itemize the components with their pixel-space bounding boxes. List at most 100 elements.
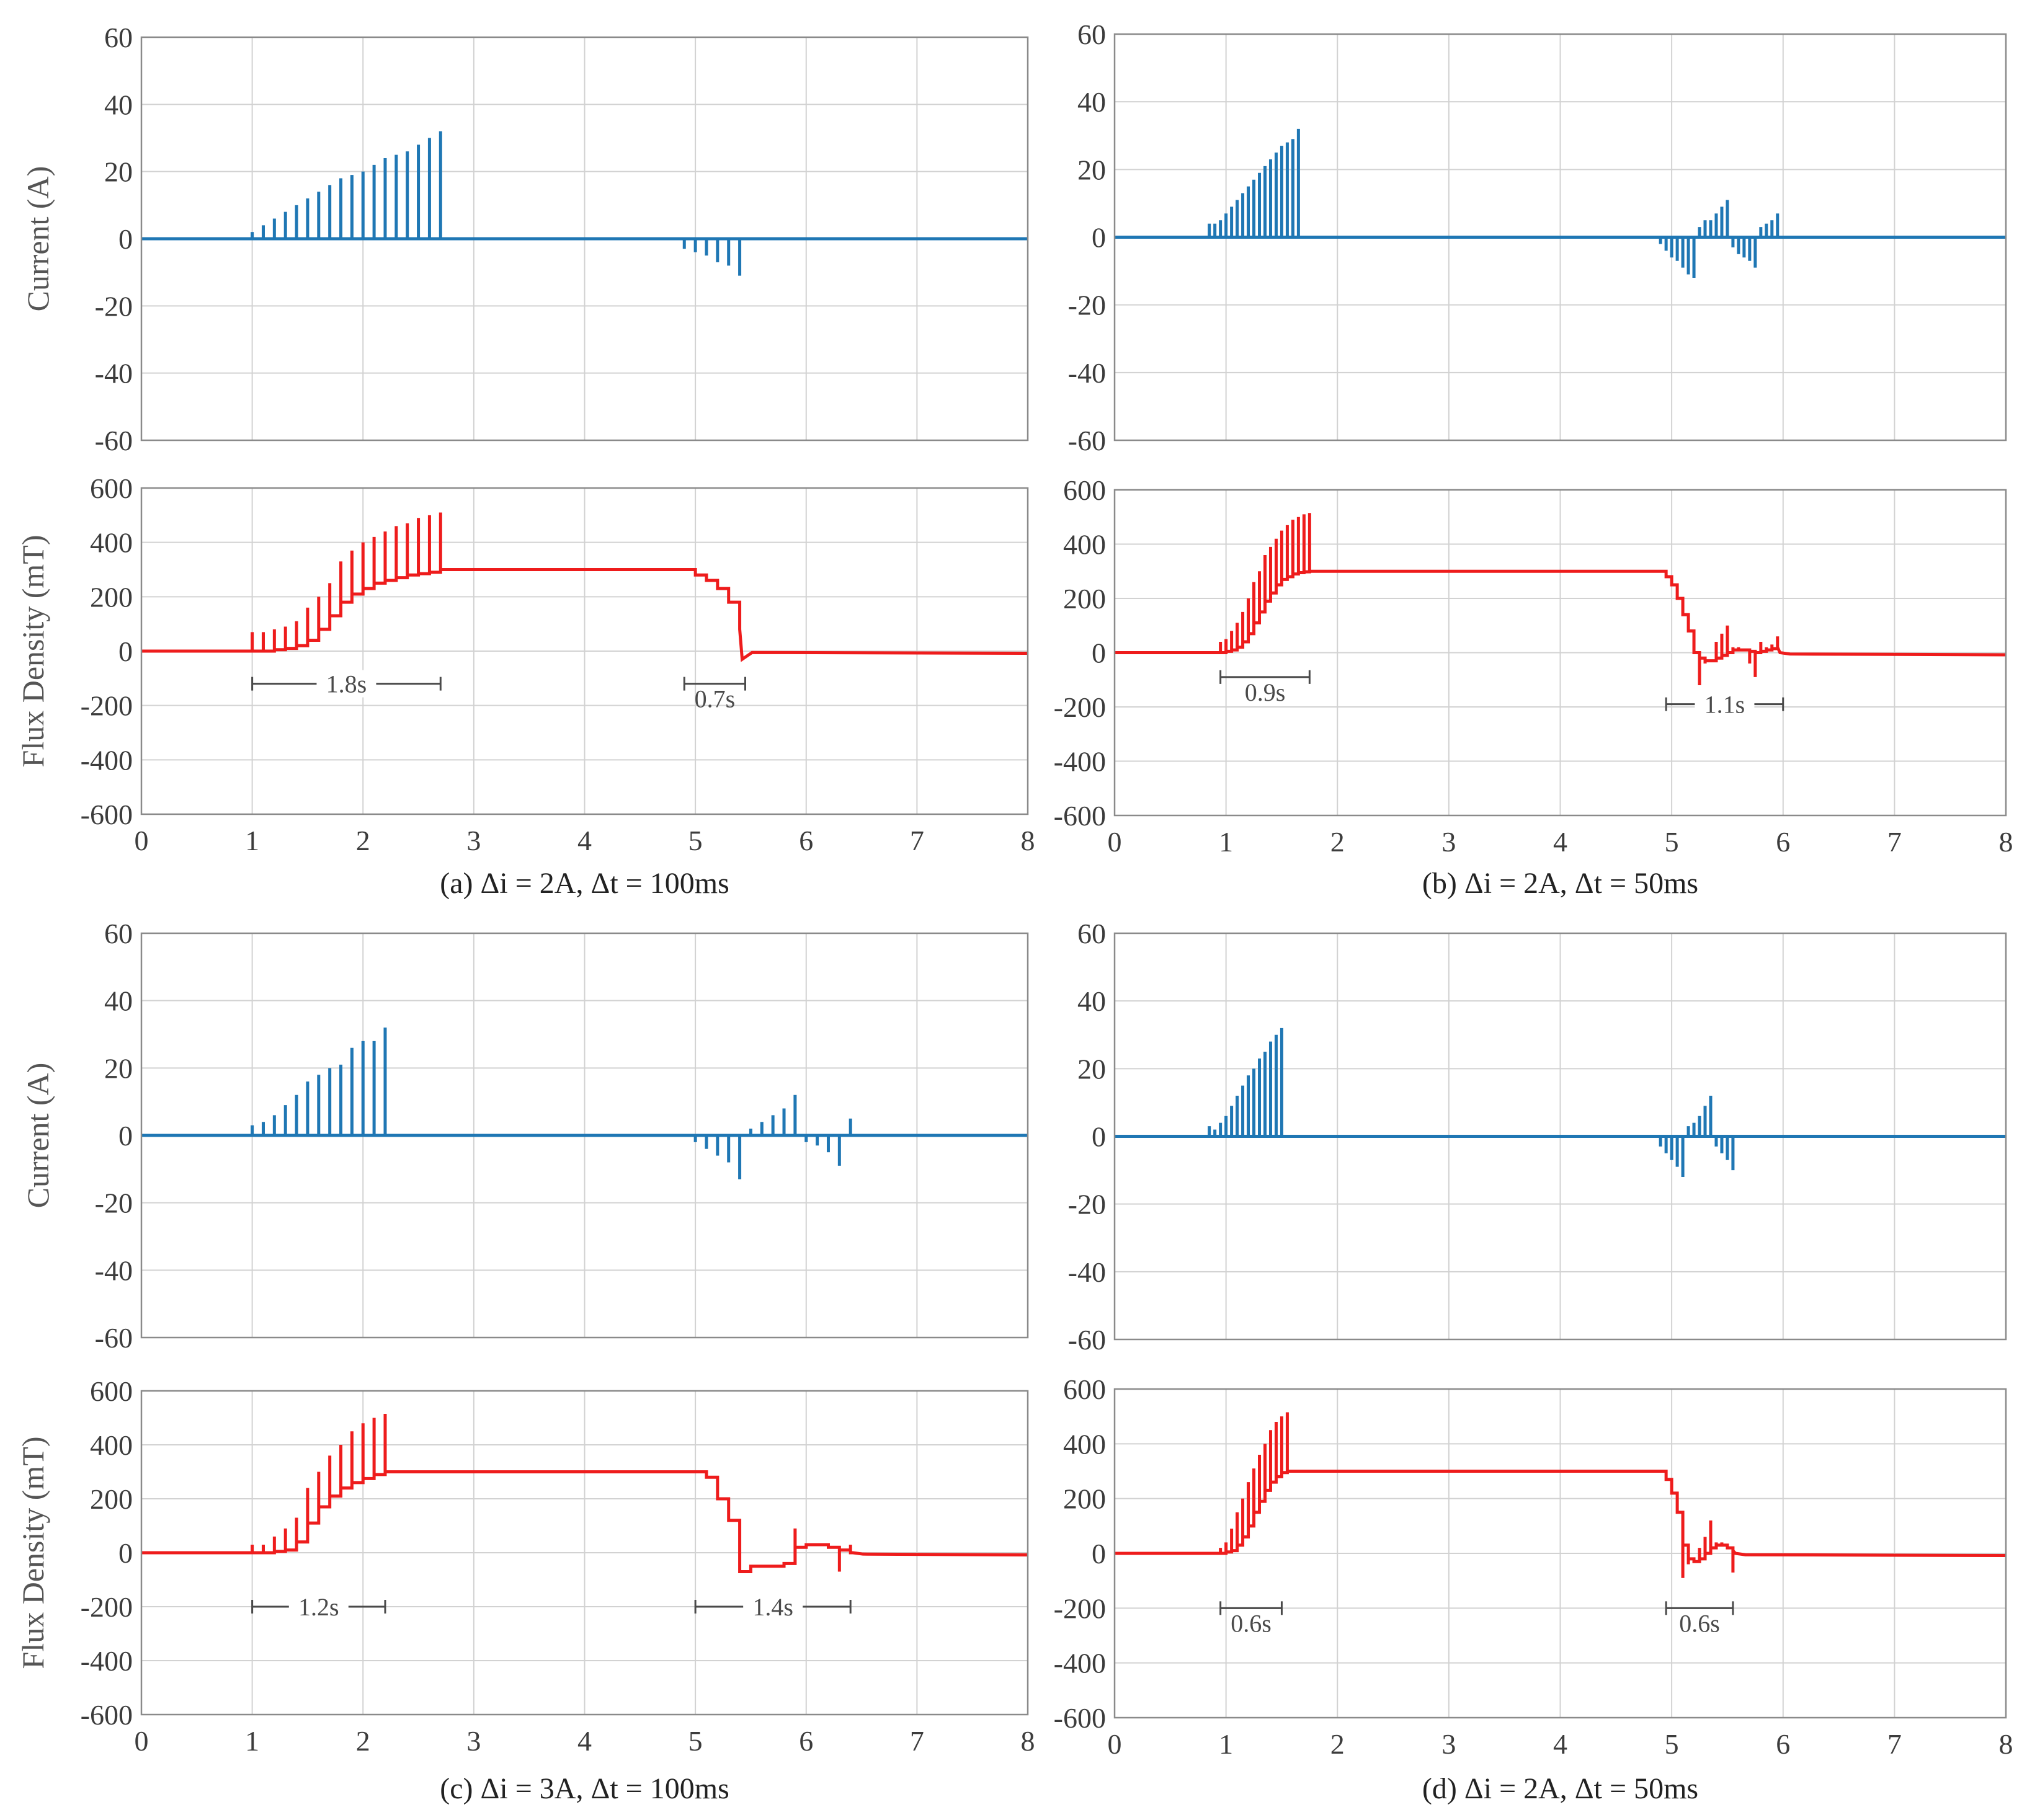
flux-ytick-label: 200 [1063,583,1106,615]
x-tick-label: 8 [1021,825,1035,856]
current-ytick-label: -60 [95,1322,133,1354]
current-ytick-label: 20 [104,156,133,188]
current-panel: 60 40 20 0 -20 -40 -60 [1068,918,2007,1356]
current-ytick-label: -20 [1068,1189,1106,1220]
x-tick-label: 7 [910,1725,924,1757]
current-ytick-label: -40 [1068,357,1106,389]
annotation-label: 0.9s [1245,678,1286,706]
current-plot-frame [1113,932,2007,1341]
flux-ytick-label: -600 [1054,1702,1106,1734]
flux-ytick-label: 200 [90,1483,133,1515]
flux-ytick-label: -600 [81,1699,133,1731]
x-tick-label: 6 [1776,826,1790,858]
flux-panel: 600 400 200 0 -200 -400 -600 0.6s 0.6s [1054,1374,2007,1734]
x-tick-label: 4 [1553,826,1567,858]
flux-ytick-label: 200 [90,581,133,613]
flux-ytick-label: 600 [1063,474,1106,506]
chart-caption: (d) Δi = 2A, Δt = 50ms [1422,1772,1698,1805]
flux-ytick-label: -200 [81,690,133,722]
flux-plot-frame [140,487,1029,815]
flux-ytick-label: -600 [1054,800,1106,832]
flux-plot-frame [1113,489,2007,817]
flux-panel: 600 400 200 0 -200 -400 -600 0.9s 1.1s [1054,474,2007,832]
x-tick-label: 1 [1219,826,1233,858]
flux-ytick-label: 200 [1063,1483,1106,1515]
current-ytick-label: 60 [1077,19,1106,50]
current-ytick-label: 60 [104,22,133,53]
current-panel: 60 40 20 0 -20 -40 -60 [1068,19,2007,456]
current-plot-frame [140,36,1029,442]
current-ytick-label: -60 [1068,1324,1106,1356]
annotation-label: 0.7s [695,685,736,713]
x-tick-label: 4 [1553,1728,1567,1760]
current-ytick-label: 20 [1077,154,1106,185]
x-tick-label: 7 [1887,1728,1902,1760]
flux-ytick-label: -200 [1054,691,1106,723]
x-tick-label: 3 [1441,1728,1456,1760]
annotation-label: 1.2s [298,1593,339,1621]
duration-annotation: 0.7s [683,677,747,713]
current-plot-frame [1113,33,2007,442]
x-tick-label: 2 [356,1725,370,1757]
flux-ytick-label: 400 [90,1429,133,1461]
duration-annotation: 0.6s [1665,1601,1734,1637]
chart-caption: (c) Δi = 3A, Δt = 100ms [440,1772,729,1805]
x-tick-label: 1 [245,825,259,856]
current-ytick-label: 40 [1077,985,1106,1017]
current-ytick-label: 40 [104,89,133,120]
flux-ytick-label: 600 [90,473,133,504]
x-tick-label: 4 [577,825,592,856]
x-tick-label: 1 [1219,1728,1233,1760]
x-tick-label: 5 [1665,1728,1679,1760]
chart-b: 6040200-20-40-606004002000-200-400-6000.… [1054,19,2013,900]
annotation-label-bg [1695,690,1755,718]
current-ytick-label: 0 [1092,1121,1106,1153]
annotation-label: 1.8s [326,670,367,698]
flux-ytick-label: -600 [81,799,133,830]
x-tick-label: 3 [466,825,481,856]
flux-ytick-label: -200 [81,1591,133,1623]
flux-density-line [141,1413,1028,1573]
x-tick-label: 8 [1999,1728,2013,1760]
x-tick-label: 8 [1021,1725,1035,1757]
annotation-label-bg [316,670,376,698]
x-tick-label: 5 [688,825,703,856]
x-tick-label: 0 [1108,1728,1122,1760]
duration-annotation: 1.1s [1665,690,1784,719]
flux-ytick-label: -400 [1054,1648,1106,1679]
current-ytick-label: 40 [1077,86,1106,118]
duration-annotation: 0.6s [1219,1601,1283,1637]
flux-ytick-label: 0 [118,1537,133,1569]
duration-annotation: 0.9s [1219,670,1311,706]
flux-ytick-label: 600 [90,1375,133,1407]
flux-grid [1115,1389,2006,1718]
flux-panel: 600 400 200 0 -200 -400 -600 Flux Density (mT) 1… [16,473,1029,830]
flux-ytick-label: 400 [90,527,133,559]
current-axis-label: Current (A) [20,166,55,312]
annotation-label: 1.4s [752,1593,793,1621]
x-tick-label: 0 [135,825,149,856]
x-tick-label: 6 [799,825,813,856]
annotation-label: 0.6s [1679,1609,1720,1637]
current-ytick-label: 20 [104,1052,133,1084]
current-panel: 60 40 20 0 -20 -40 -60 Current (A) [20,22,1029,456]
x-tick-label: 2 [1330,1728,1345,1760]
x-tick-label: 7 [910,825,924,856]
flux-plot-frame [1113,1388,2007,1719]
flux-ytick-label: 600 [1063,1374,1106,1405]
current-ytick-label: -20 [95,290,133,322]
flux-ytick-label: 400 [1063,1428,1106,1460]
current-ytick-label: -20 [1068,290,1106,321]
flux-density-line [141,512,1028,662]
current-ytick-label: -60 [1068,425,1106,456]
flux-ytick-label: -400 [81,1645,133,1677]
current-plot-frame [140,932,1029,1339]
x-tick-label: 8 [1999,826,2013,858]
current-ytick-label: 60 [104,918,133,949]
flux-ytick-label: -400 [1054,746,1106,778]
flux-ytick-label: 0 [118,636,133,667]
x-tick-label: 3 [466,1725,481,1757]
